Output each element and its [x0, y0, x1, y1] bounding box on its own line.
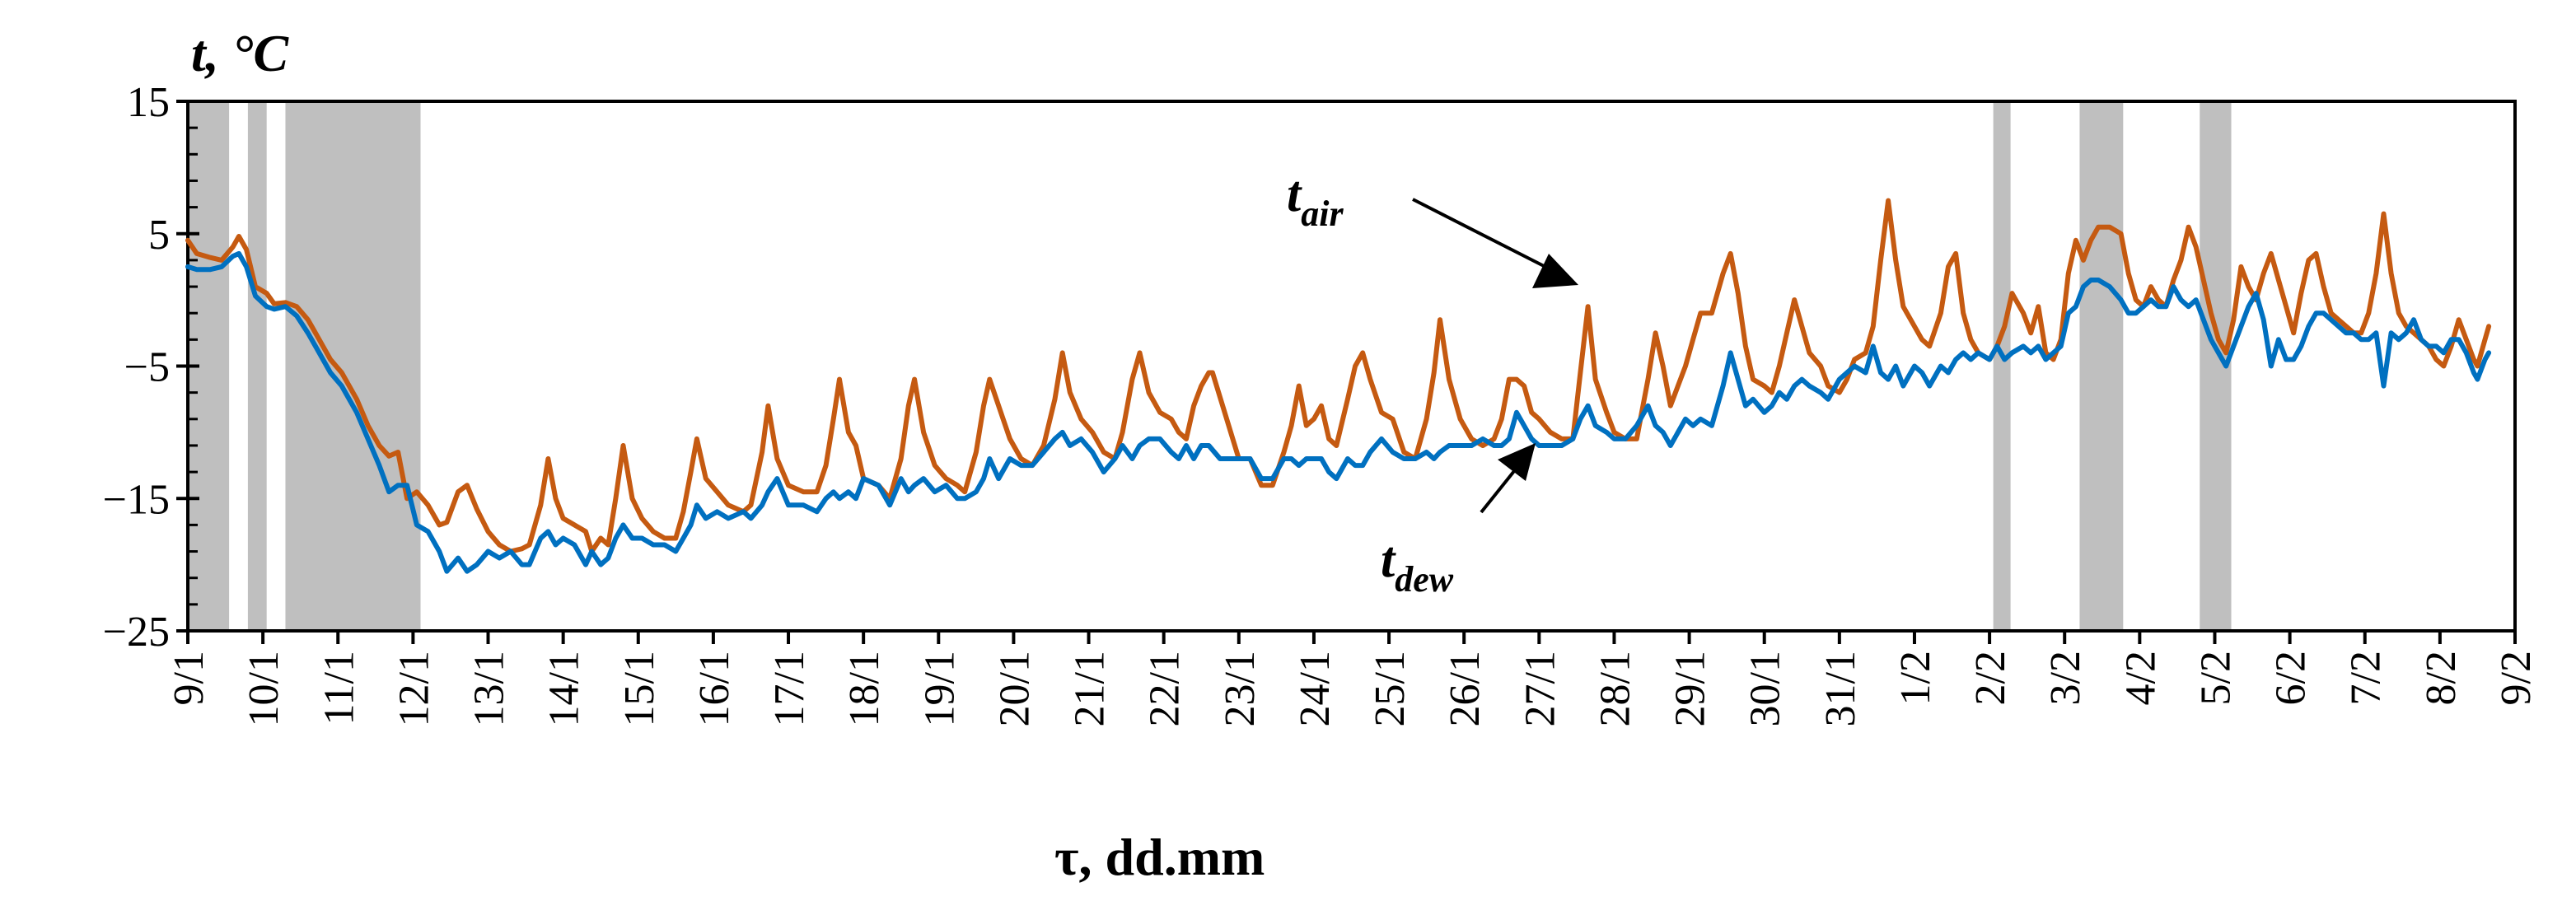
x-tick-label-24: 2/2: [1967, 651, 2014, 705]
axes: 15 5 −5 −15 −259/1 10/1 11/1 12/1 13/1 14/1 15/1 16…: [103, 79, 2540, 726]
t-air-label-main: t: [1287, 166, 1302, 222]
shaded-interval-4: [2079, 101, 2124, 631]
x-tick-label-9: 18/1: [841, 651, 888, 726]
x-tick-label-14: 23/1: [1217, 651, 1264, 726]
x-tick-label-17: 26/1: [1442, 651, 1489, 726]
x-tick-label-4: 13/1: [466, 651, 513, 726]
t-dew-arrowhead: [1498, 443, 1536, 481]
y-tick-label-4: −25: [103, 609, 170, 656]
t-air-label-sub: air: [1301, 194, 1344, 234]
x-tick-label-12: 21/1: [1067, 651, 1114, 726]
x-tick-label-15: 24/1: [1292, 651, 1339, 726]
x-tick-label-1: 10/1: [241, 651, 288, 726]
x-tick-label-2: 11/1: [316, 651, 362, 726]
shaded-interval-3: [1993, 101, 2011, 631]
x-tick-label-22: 31/1: [1817, 651, 1864, 726]
x-tick-label-28: 6/2: [2268, 651, 2315, 705]
t-air-label: tair: [1287, 166, 1344, 234]
x-tick-label-25: 3/2: [2042, 651, 2089, 705]
x-tick-label-13: 22/1: [1142, 651, 1189, 726]
x-tick-label-7: 16/1: [691, 651, 738, 726]
t-air-arrowhead: [1532, 254, 1578, 288]
y-tick-label-1: 5: [148, 212, 170, 259]
x-tick-label-21: 30/1: [1742, 651, 1789, 726]
x-tick-label-26: 4/2: [2117, 651, 2164, 705]
shaded-interval-1: [247, 101, 267, 631]
t-dew-label: tdew: [1381, 532, 1454, 600]
series-lines: [185, 198, 2492, 574]
y-tick-label-2: −5: [124, 344, 170, 391]
series-t-air-line: [185, 198, 2492, 554]
shaded-interval-2: [285, 101, 421, 631]
x-tick-label-30: 8/2: [2418, 651, 2465, 705]
shaded-intervals: [188, 101, 2232, 631]
y-axis-title: t, °C: [191, 24, 289, 82]
x-tick-label-16: 25/1: [1367, 651, 1414, 726]
x-tick-label-20: 29/1: [1667, 651, 1714, 726]
x-tick-label-6: 15/1: [616, 651, 663, 726]
x-tick-label-5: 14/1: [541, 651, 588, 726]
t-dew-arrow: [1480, 469, 1516, 514]
x-axis-title: τ, dd.mm: [1054, 828, 1265, 886]
t-dew-label-main: t: [1381, 532, 1396, 588]
x-tick-label-29: 7/2: [2343, 651, 2390, 705]
t-dew-label-sub: dew: [1395, 559, 1454, 600]
t-air-arrow: [1412, 198, 1550, 270]
x-tick-label-3: 12/1: [390, 651, 437, 726]
x-tick-label-27: 5/2: [2192, 651, 2239, 705]
x-tick-label-10: 19/1: [916, 651, 963, 726]
x-tick-label-19: 28/1: [1592, 651, 1639, 726]
x-tick-label-18: 27/1: [1517, 651, 1564, 726]
series-t-dew-line: [185, 250, 2492, 574]
y-tick-label-0: 15: [127, 79, 170, 126]
x-tick-label-8: 17/1: [766, 651, 813, 726]
x-tick-label-11: 20/1: [991, 651, 1038, 726]
x-tick-label-23: 1/2: [1892, 651, 1939, 705]
x-tick-label-0: 9/1: [166, 651, 213, 705]
y-tick-label-3: −15: [103, 476, 170, 523]
x-tick-label-31: 9/2: [2493, 651, 2540, 705]
